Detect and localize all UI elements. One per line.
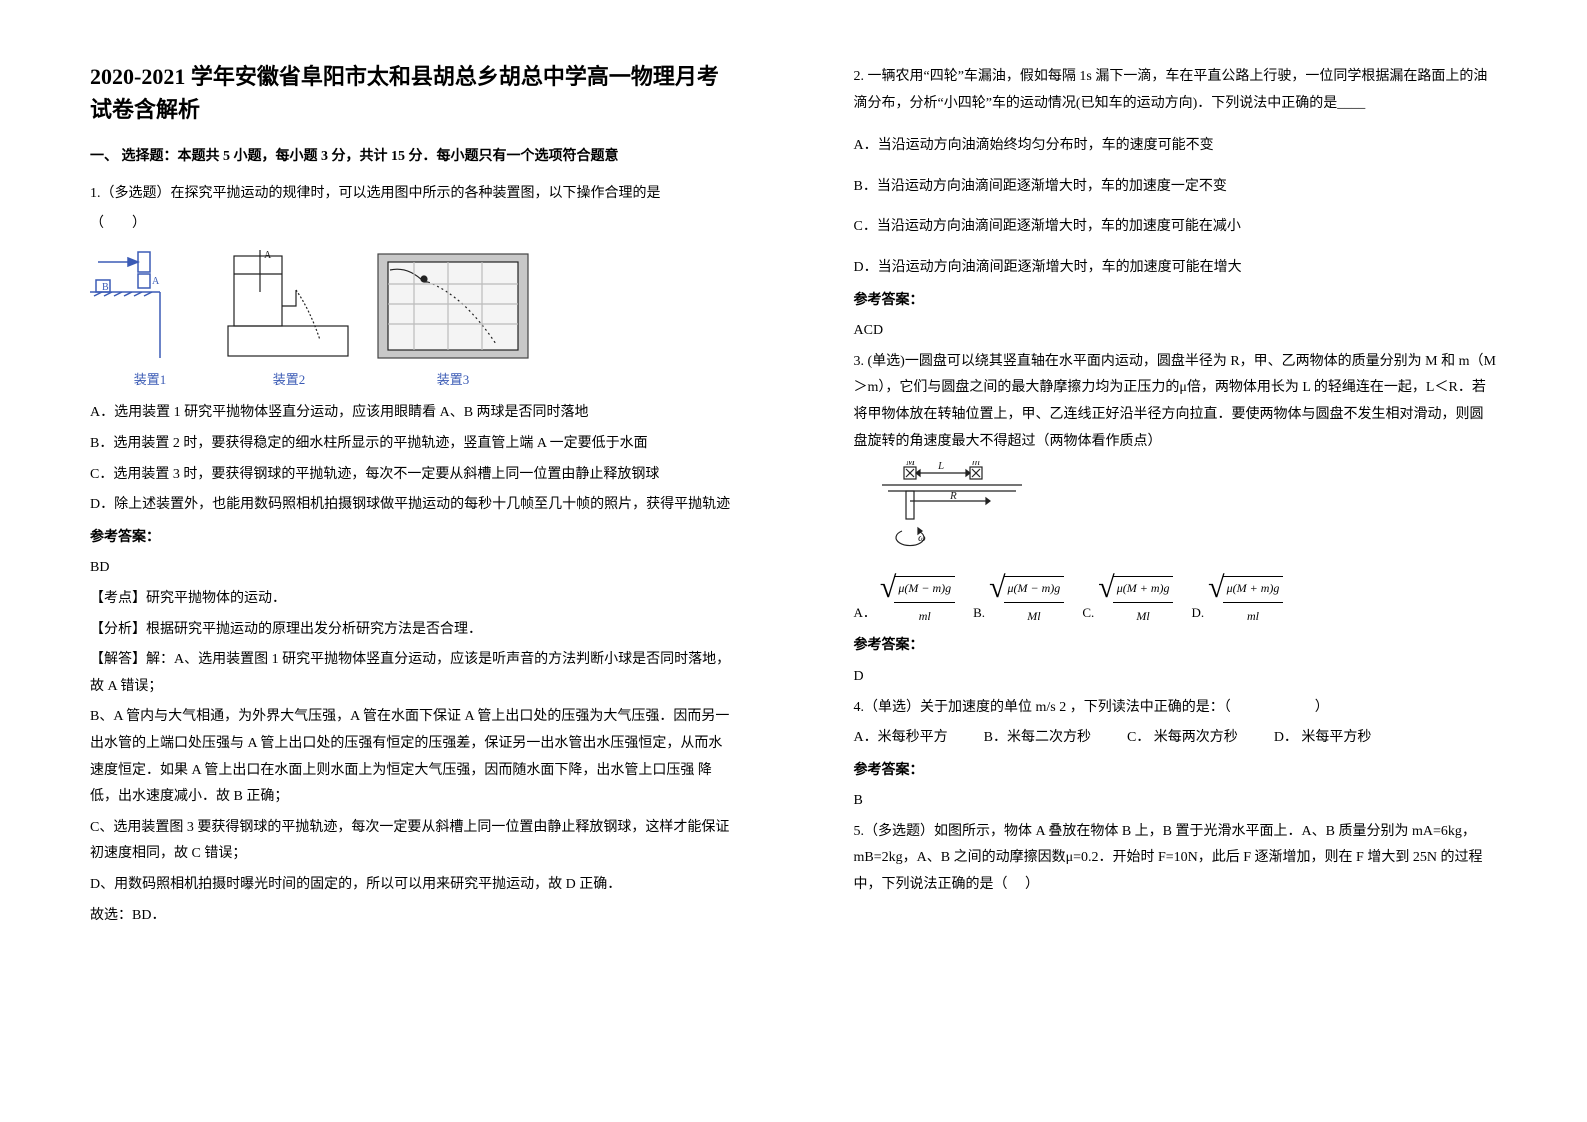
svg-text:L: L	[937, 461, 944, 472]
q3-optA-label: A．	[854, 601, 876, 628]
q4-optD: D． 米每平方秒	[1274, 725, 1372, 752]
q1-fx: 【分析】根据研究平抛运动的原理出发分析研究方法是否合理．	[90, 617, 734, 644]
q5-stem: 5.（多选题）如图所示，物体 A 叠放在物体 B 上，B 置于光滑水平面上．A、…	[854, 819, 1498, 899]
q2-optD: D．当沿运动方向油滴间距逐渐增大时，车的加速度可能在增大	[854, 255, 1498, 282]
q4-optB: B．米每二次方秒	[984, 725, 1091, 752]
numerator: μ(M − m)g	[894, 577, 955, 603]
left-column: 2020-2021 学年安徽省阜阳市太和县胡总乡胡总中学高一物理月考试卷含解析 …	[0, 0, 794, 1122]
device-1-svg: B A	[90, 246, 210, 366]
q2-optA: A．当沿运动方向油滴始终均匀分布时，车的速度可能不变	[854, 133, 1498, 160]
denominator: Ml	[1023, 603, 1044, 628]
device-3-svg	[368, 246, 538, 366]
q1-answer: BD	[90, 555, 734, 582]
device-2: A 装置2	[224, 246, 354, 393]
q4-answer-label: 参考答案：	[854, 758, 1498, 785]
q4-answer: B	[854, 788, 1498, 815]
q1-jd1: 【解答】解：A、选用装置图 1 研究平抛物体竖直分运动，应该是听声音的方法判断小…	[90, 647, 734, 700]
q4-stem: 4.（单选）关于加速度的单位 m/s 2 ，下列读法中正确的是：（ ）	[854, 695, 1498, 722]
svg-text:A: A	[264, 250, 272, 261]
numerator: μ(M − m)g	[1004, 577, 1065, 603]
q3-answer-label: 参考答案：	[854, 633, 1498, 660]
q3-optB: B. √ μ(M − m)g Ml	[973, 570, 1064, 628]
svg-text:M: M	[905, 461, 916, 468]
q2-answer: ACD	[854, 318, 1498, 345]
q3-diagram: M m L R ω	[872, 461, 1498, 562]
q2-optB: B．当沿运动方向油滴间距逐渐增大时，车的加速度一定不变	[854, 174, 1498, 201]
q1-stem: 1.（多选题）在探究平抛运动的规律时，可以选用图中所示的各种装置图，以下操作合理…	[90, 181, 734, 208]
fraction: μ(M − m)g Ml	[1004, 576, 1065, 628]
device-1-label: 装置1	[134, 368, 167, 393]
q3-optB-label: B.	[973, 601, 985, 628]
q3-diagram-svg: M m L R ω	[872, 461, 1032, 551]
q3-options-row: A． √ μ(M − m)g ml B. √ μ(M − m)g Ml	[854, 570, 1498, 628]
sqrt-icon: √ μ(M − m)g Ml	[989, 570, 1064, 628]
svg-text:A: A	[152, 276, 160, 287]
spacer	[854, 164, 1498, 170]
device-3-label: 装置3	[437, 368, 470, 393]
q1-jd2: B、A 管内与大气相通，为外界大气压强，A 管在水面下保证 A 管上出口处的压强…	[90, 704, 734, 810]
spacer	[854, 121, 1498, 129]
svg-text:ω: ω	[918, 532, 926, 544]
spacer	[854, 204, 1498, 210]
q4-optA: A．米每秒平方	[854, 725, 948, 752]
sqrt-icon: √ μ(M − m)g ml	[880, 570, 955, 628]
q1-optC: C．选用装置 3 时，要获得钢球的平抛轨迹，每次不一定要从斜槽上同一位置由静止释…	[90, 462, 734, 489]
device-1: B A 装置1	[90, 246, 210, 393]
q1-optA: A．选用装置 1 研究平抛物体竖直分运动，应该用眼睛看 A、B 两球是否同时落地	[90, 400, 734, 427]
svg-text:m: m	[972, 461, 980, 468]
device-3: 装置3	[368, 246, 538, 393]
q1-answer-label: 参考答案：	[90, 525, 734, 552]
fraction: μ(M + m)g ml	[1223, 576, 1284, 628]
page: 2020-2021 学年安徽省阜阳市太和县胡总乡胡总中学高一物理月考试卷含解析 …	[0, 0, 1587, 1122]
q3-optA: A． √ μ(M − m)g ml	[854, 570, 956, 628]
section-heading: 一、 选择题：本题共 5 小题，每小题 3 分，共计 15 分．每小题只有一个选…	[90, 144, 734, 171]
right-column: 2. 一辆农用“四轮”车漏油，假如每隔 1s 漏下一滴，车在平直公路上行驶，一位…	[794, 0, 1587, 1122]
q1-kd: 【考点】研究平抛物体的运动．	[90, 586, 734, 613]
q1-figure-row: B A 装置1 A	[90, 246, 734, 393]
numerator: μ(M + m)g	[1223, 577, 1284, 603]
q3-optC-label: C.	[1082, 601, 1094, 628]
q1-optD: D．除上述装置外，也能用数码照相机拍摄钢球做平抛运动的每秒十几帧至几十帧的照片，…	[90, 492, 734, 519]
q1-stem-paren: （ ）	[90, 211, 734, 238]
q2-stem: 2. 一辆农用“四轮”车漏油，假如每隔 1s 漏下一滴，车在平直公路上行驶，一位…	[854, 64, 1498, 117]
device-2-label: 装置2	[273, 368, 306, 393]
q2-optC: C．当沿运动方向油滴间距逐渐增大时，车的加速度可能在减小	[854, 214, 1498, 241]
sqrt-icon: √ μ(M + m)g Ml	[1098, 570, 1173, 628]
q1-optB: B．选用装置 2 时，要获得稳定的细水柱所显示的平抛轨迹，竖直管上端 A 一定要…	[90, 431, 734, 458]
svg-text:R: R	[949, 490, 957, 502]
q3-answer: D	[854, 664, 1498, 691]
sqrt-icon: √ μ(M + m)g ml	[1208, 570, 1283, 628]
q4-optC: C． 米每两次方秒	[1127, 725, 1238, 752]
fraction: μ(M + m)g Ml	[1113, 576, 1174, 628]
fraction: μ(M − m)g ml	[894, 576, 955, 628]
denominator: Ml	[1132, 603, 1153, 628]
q3-optD: D. √ μ(M + m)g ml	[1191, 570, 1283, 628]
q3-stem: 3. (单选)一圆盘可以绕其竖直轴在水平面内运动，圆盘半径为 R，甲、乙两物体的…	[854, 349, 1498, 455]
q3-optD-label: D.	[1191, 601, 1204, 628]
q2-answer-label: 参考答案：	[854, 288, 1498, 315]
q3-optC: C. √ μ(M + m)g Ml	[1082, 570, 1173, 628]
q4-options-row: A．米每秒平方 B．米每二次方秒 C． 米每两次方秒 D． 米每平方秒	[854, 725, 1498, 752]
device-2-svg: A	[224, 246, 354, 366]
spacer	[854, 245, 1498, 251]
q1-jd5: 故选：BD．	[90, 903, 734, 930]
numerator: μ(M + m)g	[1113, 577, 1174, 603]
denominator: ml	[1243, 603, 1263, 628]
denominator: ml	[915, 603, 935, 628]
document-title: 2020-2021 学年安徽省阜阳市太和县胡总乡胡总中学高一物理月考试卷含解析	[90, 60, 734, 126]
q1-jd3: C、选用装置图 3 要获得钢球的平抛轨迹，每次一定要从斜槽上同一位置由静止释放钢…	[90, 815, 734, 868]
q1-jd4: D、用数码照相机拍摄时曝光时间的固定的，所以可以用来研究平抛运动，故 D 正确．	[90, 872, 734, 899]
